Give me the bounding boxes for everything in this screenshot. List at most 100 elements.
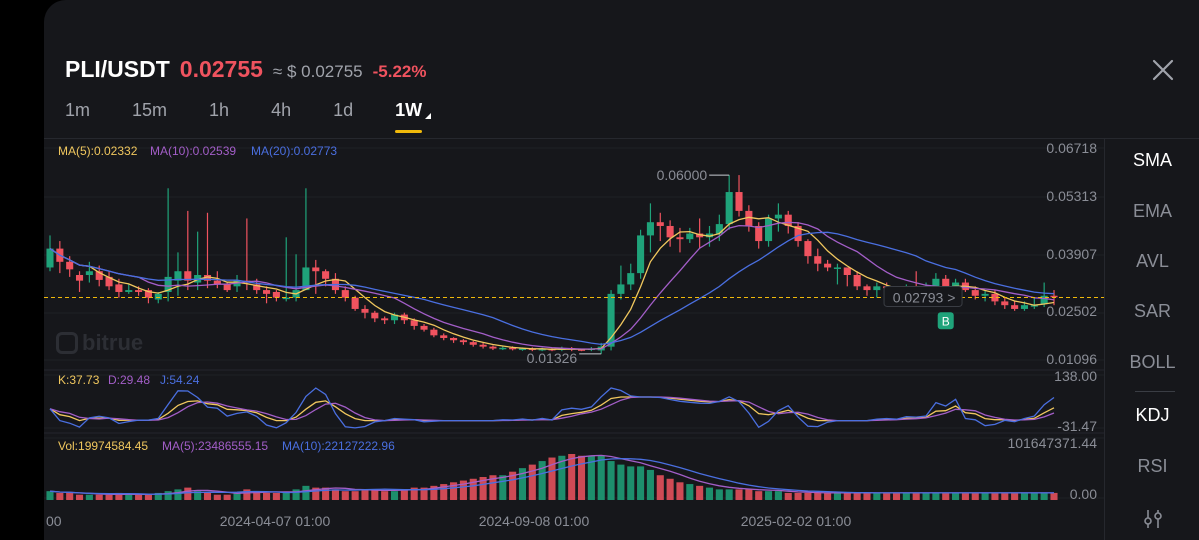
candle-body — [1011, 305, 1019, 309]
candle-body — [95, 271, 103, 280]
sliders-settings-icon[interactable] — [1142, 508, 1164, 530]
indicator-avl[interactable]: AVL — [1136, 251, 1169, 271]
tab-1W[interactable]: 1W — [395, 100, 432, 133]
volume-bar — [282, 492, 290, 500]
volume-bar — [440, 484, 448, 500]
candle-body — [617, 284, 625, 294]
volume-bar — [322, 487, 330, 500]
price-change: -5.22% — [372, 62, 427, 81]
volume-bar — [873, 492, 881, 500]
candle-body — [833, 267, 841, 269]
candle-body — [509, 347, 517, 350]
indicator-boll[interactable]: BOLL — [1129, 352, 1176, 372]
tab-1m[interactable]: 1m — [65, 100, 91, 120]
volume-bar — [676, 482, 684, 500]
indicator-ema[interactable]: EMA — [1132, 201, 1172, 221]
volume-bar — [105, 494, 113, 500]
candle-body — [518, 348, 527, 351]
volume-bar — [666, 478, 674, 500]
candle-body — [440, 335, 448, 338]
legend-ma20: MA(20):0.02773 — [251, 144, 337, 158]
volume-bar — [1020, 492, 1029, 500]
candle-body — [371, 312, 379, 319]
volume-bar — [617, 464, 625, 500]
tab-1h[interactable]: 1h — [209, 100, 230, 120]
volume-bar — [1011, 492, 1019, 500]
volume-bar — [883, 492, 891, 500]
time-axis-label: 00 — [46, 513, 62, 529]
tab-4h[interactable]: 4h — [271, 100, 292, 120]
candle-body — [932, 278, 940, 291]
close-icon[interactable] — [1151, 58, 1175, 82]
indicator-kdj[interactable]: KDJ — [1135, 405, 1170, 425]
legend-d: D:29.48 — [108, 373, 150, 387]
volume-bar — [577, 455, 586, 500]
volume-bar — [292, 489, 300, 500]
volume-bar — [942, 492, 950, 500]
candle-body — [863, 286, 871, 291]
volume-bar — [686, 484, 694, 500]
price-axis-label: 0.03907 — [1046, 246, 1097, 262]
candle-body — [351, 297, 359, 309]
candle-body — [735, 192, 743, 211]
candle-body — [538, 348, 546, 351]
last-price: 0.02755 — [179, 56, 263, 82]
volume-bar — [66, 492, 74, 500]
volume-bar — [952, 492, 960, 500]
candle-body — [105, 276, 113, 287]
last-price-tag: 0.02793 > — [893, 289, 956, 305]
volume-bar — [164, 491, 172, 500]
pair-title[interactable]: PLI/USDT — [65, 56, 170, 82]
volume-bar — [587, 455, 595, 500]
volume-bar — [154, 492, 162, 500]
candle-body — [489, 346, 497, 349]
volume-bar — [341, 491, 349, 500]
candle-body — [410, 320, 418, 326]
candle-body — [272, 291, 280, 298]
volume-bar — [971, 492, 979, 500]
kdj-axis-max: 138.00 — [1054, 368, 1097, 384]
candle-body — [1050, 295, 1058, 298]
candle-body — [312, 267, 320, 272]
candle-body — [705, 233, 714, 238]
volume-bar — [450, 482, 458, 500]
indicator-rsi[interactable]: RSI — [1137, 456, 1168, 476]
tab-1d[interactable]: 1d — [333, 100, 354, 120]
volume-bar — [459, 480, 467, 500]
candle-body — [469, 342, 477, 345]
buy-marker-label: B — [942, 314, 950, 328]
candle-body — [774, 214, 782, 219]
candle-body — [184, 271, 192, 281]
candle-body — [282, 297, 290, 300]
candle-body — [755, 225, 763, 242]
candle-body — [430, 329, 438, 336]
volume-bar — [223, 494, 231, 500]
candle-body — [971, 290, 979, 296]
candle-body — [1020, 305, 1029, 309]
candle-body — [577, 349, 586, 351]
volume-bar — [646, 469, 654, 500]
volume-bar — [213, 494, 221, 500]
volume-bar — [607, 461, 615, 500]
legend-j: J:54.24 — [160, 373, 200, 387]
volume-bar — [361, 489, 369, 500]
volume-bar — [745, 489, 753, 500]
volume-bar — [1050, 492, 1058, 500]
candle-body — [814, 256, 822, 264]
volume-bar — [302, 485, 310, 500]
volume-bar — [312, 487, 320, 500]
tab-15m[interactable]: 15m — [132, 100, 168, 120]
buy-marker-icon — [937, 312, 954, 330]
indicator-sar[interactable]: SAR — [1133, 301, 1171, 321]
candle-body — [981, 293, 989, 296]
indicator-sma[interactable]: SMA — [1132, 150, 1172, 170]
candle-body — [341, 290, 349, 298]
price-axis-label: 0.06718 — [1046, 140, 1097, 156]
candle-body — [144, 290, 152, 298]
kline-chart[interactable]: MA(5):0.02332 MA(10):0.02539 MA(20):0.0277… — [44, 138, 1104, 540]
ma5-line — [49, 216, 1055, 350]
candle-body — [696, 233, 704, 238]
candle-body — [135, 290, 143, 292]
divider — [44, 138, 1199, 139]
candle-body — [46, 248, 54, 268]
